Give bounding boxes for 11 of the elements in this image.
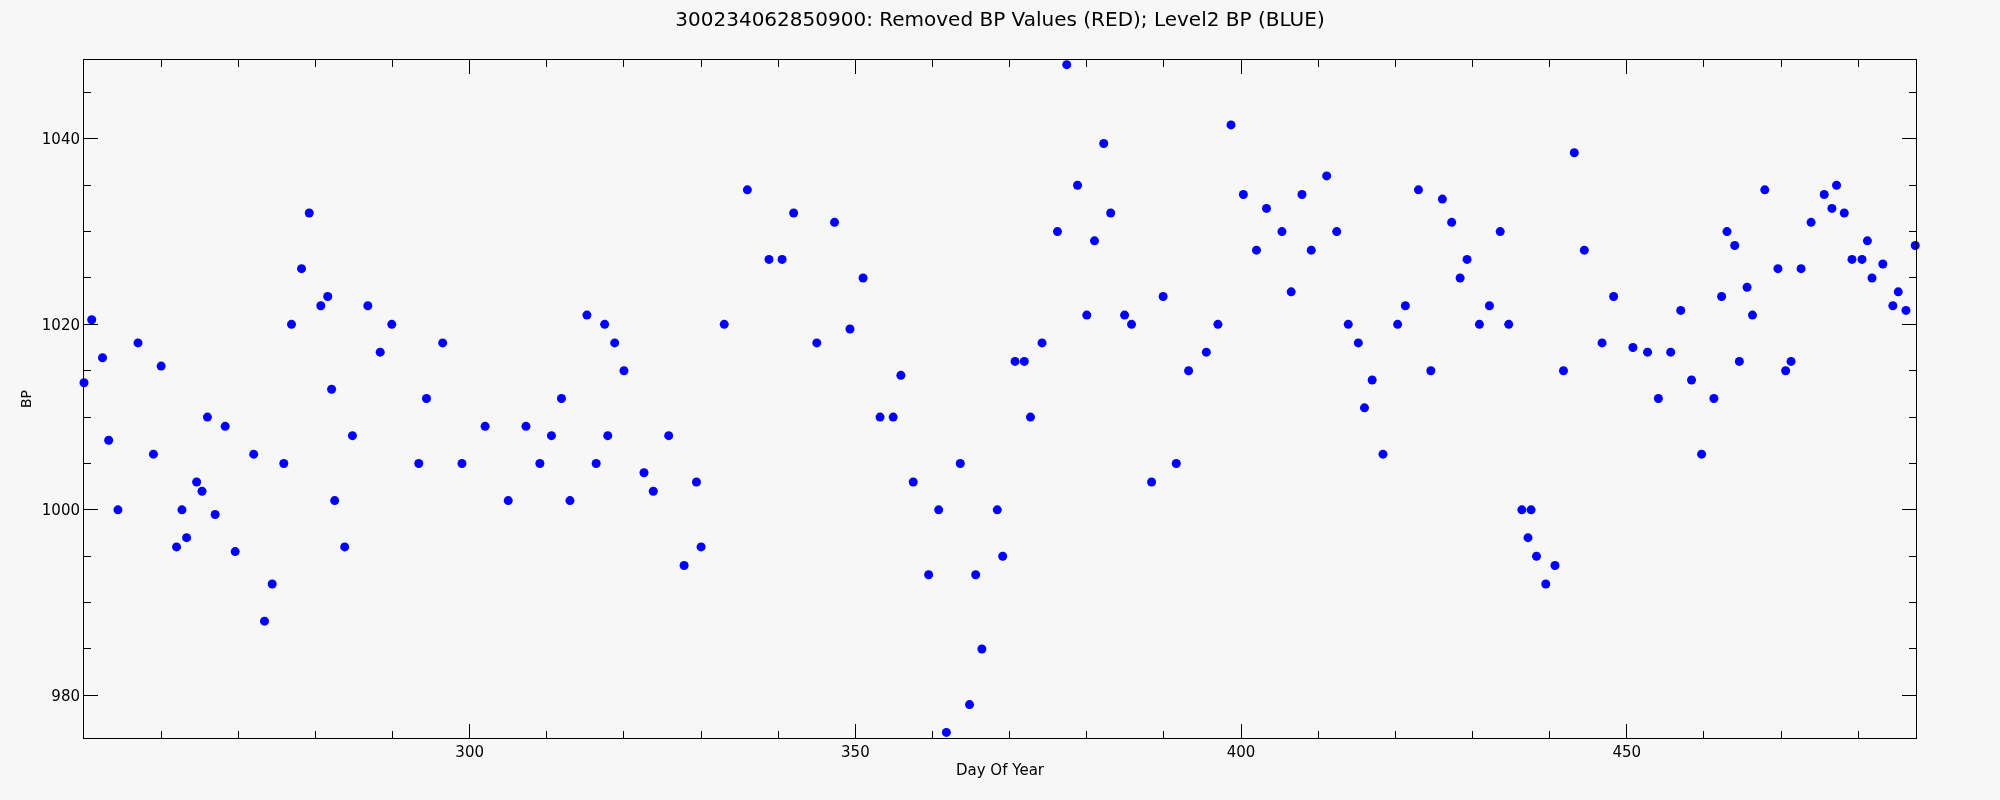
y-tick-label: 1040 [41,130,80,149]
y-tick-label: 980 [51,686,80,705]
y-axis-title: BP [18,389,35,409]
x-tick-label: 350 [841,743,870,761]
x-tick-label: 400 [1226,743,1256,761]
y-tick-label: 1000 [41,501,80,520]
chart-title: 300234062850900: Removed BP Values (RED); Level2 BP (BLUE) [675,7,1325,31]
x-tick-label: 300 [455,743,484,761]
x-tick-label: 450 [1612,743,1642,761]
x-axis-title: Day Of Year [955,761,1045,779]
y-tick-label: 1020 [41,315,80,334]
